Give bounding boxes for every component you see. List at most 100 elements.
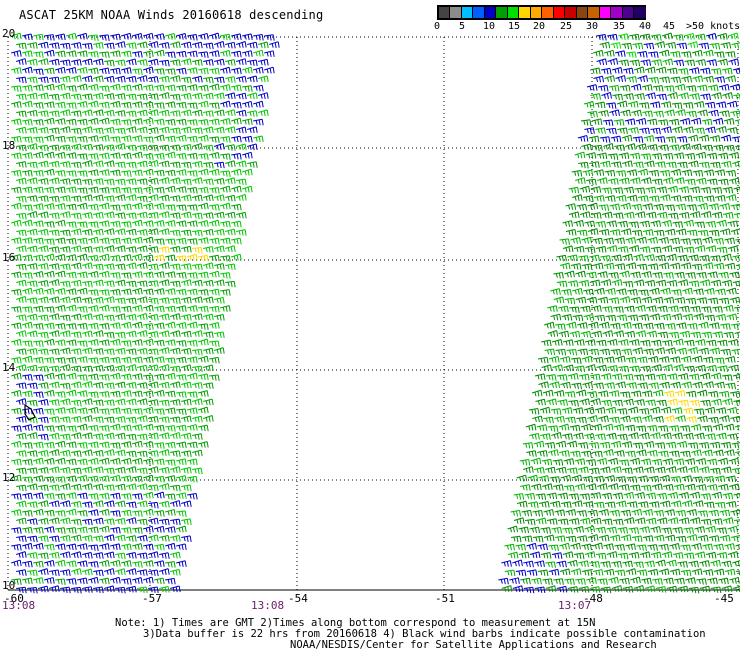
wind-barb xyxy=(115,365,126,372)
wind-barb xyxy=(126,262,137,270)
wind-barb xyxy=(170,110,181,117)
wind-barb xyxy=(682,407,694,415)
wind-barb xyxy=(597,296,609,304)
wind-barb xyxy=(706,364,718,372)
wind-barb xyxy=(623,93,634,100)
wind-barb xyxy=(681,500,693,508)
wind-barb xyxy=(33,305,44,313)
wind-barb xyxy=(93,399,104,407)
wind-barb xyxy=(126,58,137,66)
wind-barb xyxy=(562,245,574,253)
wind-barb xyxy=(60,517,71,525)
wind-barb xyxy=(724,543,735,550)
wind-barb xyxy=(22,66,33,74)
wind-barb xyxy=(88,169,99,176)
wind-barb xyxy=(696,297,708,304)
wind-barb xyxy=(71,262,82,270)
wind-barb xyxy=(594,101,606,109)
wind-barb xyxy=(721,466,732,474)
wind-barb xyxy=(615,75,627,82)
wind-barb xyxy=(187,84,198,91)
wind-barb xyxy=(645,517,657,525)
wind-barb xyxy=(55,440,66,448)
wind-barb xyxy=(27,280,38,288)
wind-barb xyxy=(663,390,675,398)
wind-barb xyxy=(33,186,44,194)
wind-barb xyxy=(66,67,77,74)
wind-barb xyxy=(554,509,566,517)
wind-barb xyxy=(126,483,137,491)
wind-barb xyxy=(77,66,88,74)
wind-barb xyxy=(176,169,187,176)
wind-barb xyxy=(628,432,639,440)
wind-barb xyxy=(681,75,693,83)
wind-barb xyxy=(733,213,740,219)
wind-barb xyxy=(706,339,717,347)
wind-barb xyxy=(553,484,564,491)
wind-barb xyxy=(721,374,733,381)
wind-barb xyxy=(609,229,621,236)
wind-barb xyxy=(609,509,621,517)
wind-barb xyxy=(170,195,181,202)
wind-barb xyxy=(585,152,597,159)
wind-barb xyxy=(137,296,148,304)
wind-barb xyxy=(663,483,674,491)
wind-barb xyxy=(11,306,22,313)
wind-barb xyxy=(634,211,646,219)
wind-barb xyxy=(214,331,225,339)
wind-barb xyxy=(159,483,170,490)
wind-barb xyxy=(88,509,99,516)
wind-barb xyxy=(730,509,740,517)
wind-barb xyxy=(104,382,115,390)
wind-barb xyxy=(664,204,676,212)
wind-barb xyxy=(165,305,176,313)
wind-barb xyxy=(559,262,571,270)
wind-barb xyxy=(187,288,198,296)
wind-barb xyxy=(623,211,635,219)
wind-barb xyxy=(597,578,608,585)
wind-barb xyxy=(580,119,592,126)
wind-barb xyxy=(181,330,192,338)
wind-barb xyxy=(678,211,690,219)
wind-barb xyxy=(669,356,681,363)
wind-barb xyxy=(33,270,44,278)
wind-barb xyxy=(159,364,170,371)
wind-barb xyxy=(93,552,104,559)
wind-barb xyxy=(44,101,55,108)
wind-barb xyxy=(711,491,723,499)
wind-barb xyxy=(670,476,682,483)
wind-barb xyxy=(611,67,623,74)
wind-barb xyxy=(696,578,707,585)
wind-barb xyxy=(705,221,717,228)
wind-barb xyxy=(198,237,209,244)
wind-barb xyxy=(649,287,660,295)
wind-barb xyxy=(198,84,209,92)
wind-barb xyxy=(532,510,544,517)
wind-barb xyxy=(545,585,557,593)
wind-barb xyxy=(619,484,630,491)
wind-barb xyxy=(721,585,733,593)
wind-barb xyxy=(148,246,159,253)
wind-barb xyxy=(115,178,126,186)
wind-barb xyxy=(148,517,159,525)
wind-barb xyxy=(99,101,110,109)
wind-barb xyxy=(635,425,647,433)
wind-barb xyxy=(578,466,589,474)
wind-barb xyxy=(170,263,181,271)
wind-barb xyxy=(642,535,654,542)
wind-barb xyxy=(658,49,670,57)
wind-barb xyxy=(647,144,658,151)
wind-barb xyxy=(645,399,656,407)
wind-barb xyxy=(610,42,622,49)
wind-barb xyxy=(88,561,99,568)
wind-barb xyxy=(613,306,624,313)
wind-barb xyxy=(181,178,192,186)
wind-barb xyxy=(93,58,104,66)
wind-barb xyxy=(593,169,605,176)
wind-barb xyxy=(11,101,22,108)
wind-barb xyxy=(672,338,684,346)
wind-barb xyxy=(214,41,225,48)
wind-barb xyxy=(581,450,592,458)
wind-barb xyxy=(93,109,104,117)
wind-barb xyxy=(667,398,678,406)
